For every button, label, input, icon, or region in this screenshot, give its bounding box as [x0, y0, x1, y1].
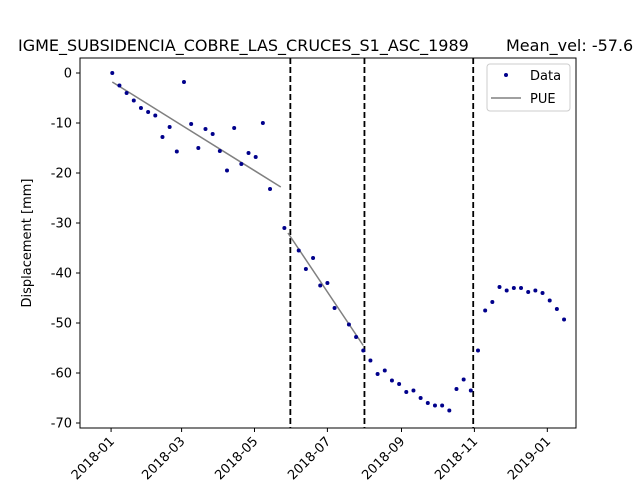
data-point	[454, 387, 459, 391]
chart-subtitle: Mean_vel: -57.6	[506, 36, 633, 56]
data-point	[153, 113, 158, 118]
data-point	[490, 300, 495, 304]
data-point	[296, 248, 301, 253]
data-point	[361, 348, 366, 353]
data-point	[526, 290, 531, 294]
data-point	[497, 285, 502, 289]
data-point	[189, 122, 194, 126]
data-point	[382, 368, 387, 373]
data-point	[246, 151, 251, 155]
data-point	[475, 348, 480, 353]
data-point	[425, 401, 430, 405]
data-point	[519, 286, 524, 290]
data-point	[167, 125, 172, 129]
data-point	[375, 372, 380, 376]
y-tick-label: -40	[51, 267, 72, 282]
data-point	[225, 168, 230, 173]
data-point	[282, 226, 287, 230]
data-point	[196, 146, 201, 150]
data-point	[146, 110, 151, 114]
legend-pue-label: PUE	[530, 92, 556, 107]
data-point	[117, 83, 122, 88]
data-point	[432, 403, 437, 408]
y-tick-label: -70	[51, 417, 72, 432]
data-point	[268, 187, 273, 191]
data-point	[354, 335, 359, 339]
data-point	[160, 135, 165, 139]
data-point	[554, 307, 559, 311]
axes-frame	[79, 57, 577, 429]
data-point	[332, 306, 337, 310]
legend-data-label: Data	[530, 69, 561, 84]
data-point	[389, 378, 394, 383]
data-point	[232, 126, 237, 130]
data-point	[504, 288, 509, 293]
data-point	[303, 267, 308, 271]
y-tick-label: -50	[51, 317, 72, 332]
data-point	[311, 256, 316, 260]
fit-line-segment	[111, 81, 282, 188]
data-point	[124, 91, 129, 95]
y-tick-label: -20	[51, 167, 72, 182]
data-point	[346, 322, 351, 327]
data-point	[562, 317, 567, 322]
data-point	[411, 388, 416, 393]
data-point	[547, 298, 552, 303]
data-point	[368, 358, 373, 363]
legend: Data PUE	[486, 63, 571, 112]
data-point	[210, 132, 215, 136]
data-point	[511, 286, 516, 290]
fit-line-segment	[287, 232, 364, 346]
data-point	[239, 162, 244, 166]
y-tick-label: -30	[51, 217, 72, 232]
data-point	[440, 403, 445, 408]
data-point	[203, 127, 208, 131]
data-point	[447, 408, 452, 413]
chart-title: IGME_SUBSIDENCIA_COBRE_LAS_CRUCES_S1_ASC…	[18, 36, 469, 56]
data-point	[110, 71, 115, 75]
data-point	[483, 308, 488, 313]
y-axis-label: Displacement [mm]	[20, 179, 35, 308]
data-point	[174, 149, 179, 154]
data-point	[468, 388, 473, 393]
data-point	[253, 155, 258, 159]
data-point	[461, 377, 466, 382]
plot-area	[110, 58, 567, 428]
data-point	[217, 149, 222, 153]
data-point	[318, 283, 323, 288]
data-point	[325, 281, 330, 285]
data-point	[533, 288, 538, 293]
data-point	[138, 106, 143, 110]
y-tick-label: -60	[51, 367, 72, 382]
data-point	[131, 98, 136, 103]
data-point	[404, 390, 409, 394]
data-point	[418, 396, 423, 400]
data-point	[540, 291, 545, 295]
legend-data-marker	[504, 73, 508, 77]
data-point	[260, 121, 265, 125]
y-tick-label: 0	[64, 67, 72, 82]
y-tick-label: -10	[51, 117, 72, 132]
data-point	[181, 80, 186, 84]
data-point	[397, 382, 402, 386]
